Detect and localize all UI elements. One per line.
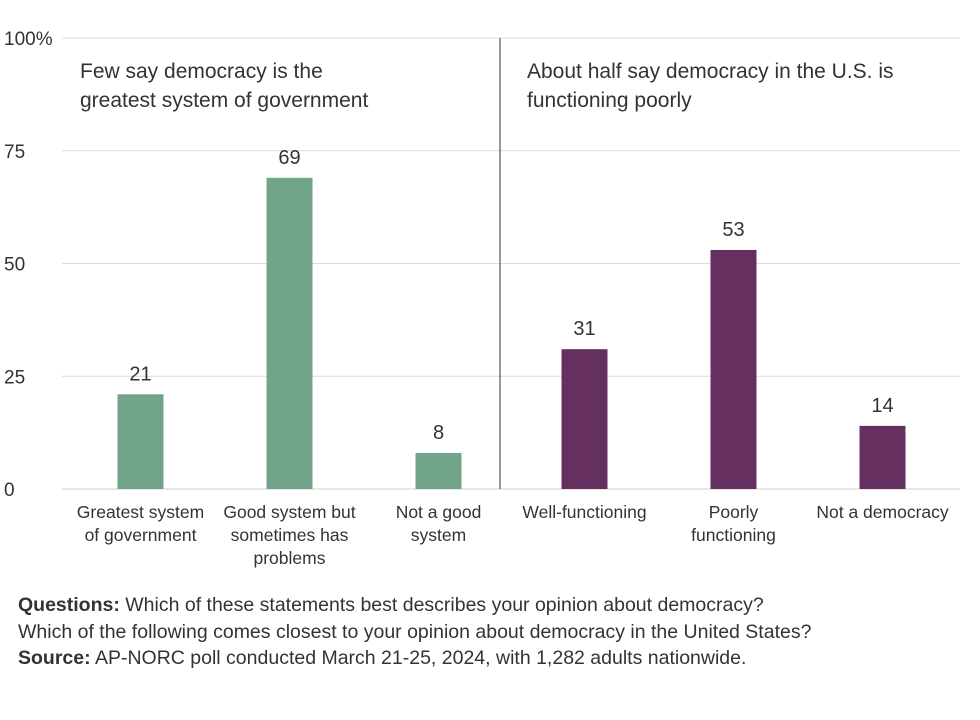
y-tick-label: 0 — [4, 480, 15, 501]
category-label-line: sometimes has — [231, 525, 349, 545]
category-label-line: of government — [85, 525, 197, 545]
panel-2: About half say democracy in the U.S. is f… — [522, 60, 948, 545]
panel-title-line: greatest system of government — [80, 89, 368, 112]
panels: Few say democracy is the greatest system … — [77, 60, 949, 568]
panel-title: Few say democracy is the greatest system … — [80, 60, 368, 112]
bar — [561, 349, 608, 489]
y-tick-label: 25 — [4, 367, 25, 388]
y-tick-label: 100% — [4, 29, 53, 50]
category-label-line: Well-functioning — [522, 502, 646, 522]
panel-title-line: About half say democracy in the U.S. is — [527, 60, 894, 83]
category-label-line: Good system but — [223, 502, 355, 522]
y-tick-label: 50 — [4, 255, 25, 276]
data-label: 69 — [278, 147, 300, 169]
category-label: Not a good system — [396, 502, 482, 545]
category-label-line: functioning — [691, 525, 776, 545]
bar — [859, 425, 906, 489]
questions-text-1: Which of these statements best describes… — [119, 594, 764, 616]
data-label: 21 — [129, 363, 151, 385]
category-label-line: Poorly — [709, 502, 759, 522]
gridlines — [62, 37, 960, 490]
source-label: Source: — [18, 647, 91, 669]
y-tick-label: 75 — [4, 142, 25, 163]
category-label: Well-functioning — [522, 502, 646, 522]
questions-label: Questions: — [18, 594, 120, 616]
data-label: 8 — [433, 422, 444, 444]
panel-1: Few say democracy is the greatest system … — [77, 60, 482, 568]
bar — [415, 452, 462, 489]
category-label: Good system but sometimes has problems — [223, 502, 355, 568]
category-label-line: system — [411, 525, 466, 545]
category-label: Poorly functioning — [691, 502, 776, 545]
questions-line-2: Which of the following comes closest to … — [18, 619, 968, 646]
bar-chart: 0 25 50 75 100% Few say democracy is the grea… — [4, 29, 960, 568]
category-label: Not a democracy — [816, 502, 949, 522]
category-label-line: Not a democracy — [816, 502, 949, 522]
panel-title-line: functioning poorly — [527, 89, 692, 112]
chart-notes: Questions: Which of these statements bes… — [18, 592, 968, 672]
data-label: 53 — [722, 219, 744, 241]
category-label: Greatest system of government — [77, 502, 204, 545]
source-line: Source: AP-NORC poll conducted March 21-… — [18, 645, 968, 672]
data-label: 14 — [871, 395, 893, 417]
panel-title-line: Few say democracy is the — [80, 60, 323, 83]
source-text: AP-NORC poll conducted March 21-25, 2024… — [90, 647, 747, 669]
category-label-line: Greatest system — [77, 502, 204, 522]
category-label-line: Not a good — [396, 502, 482, 522]
bar — [117, 394, 164, 489]
questions-line-1: Questions: Which of these statements bes… — [18, 592, 968, 619]
panel-title: About half say democracy in the U.S. is f… — [527, 60, 894, 112]
bar — [710, 249, 757, 489]
y-axis: 0 25 50 75 100% — [4, 29, 53, 501]
questions-text-2: Which of the following comes closest to … — [18, 620, 812, 643]
data-label: 31 — [573, 318, 595, 340]
category-label-line: problems — [254, 548, 326, 568]
bar — [266, 177, 313, 489]
